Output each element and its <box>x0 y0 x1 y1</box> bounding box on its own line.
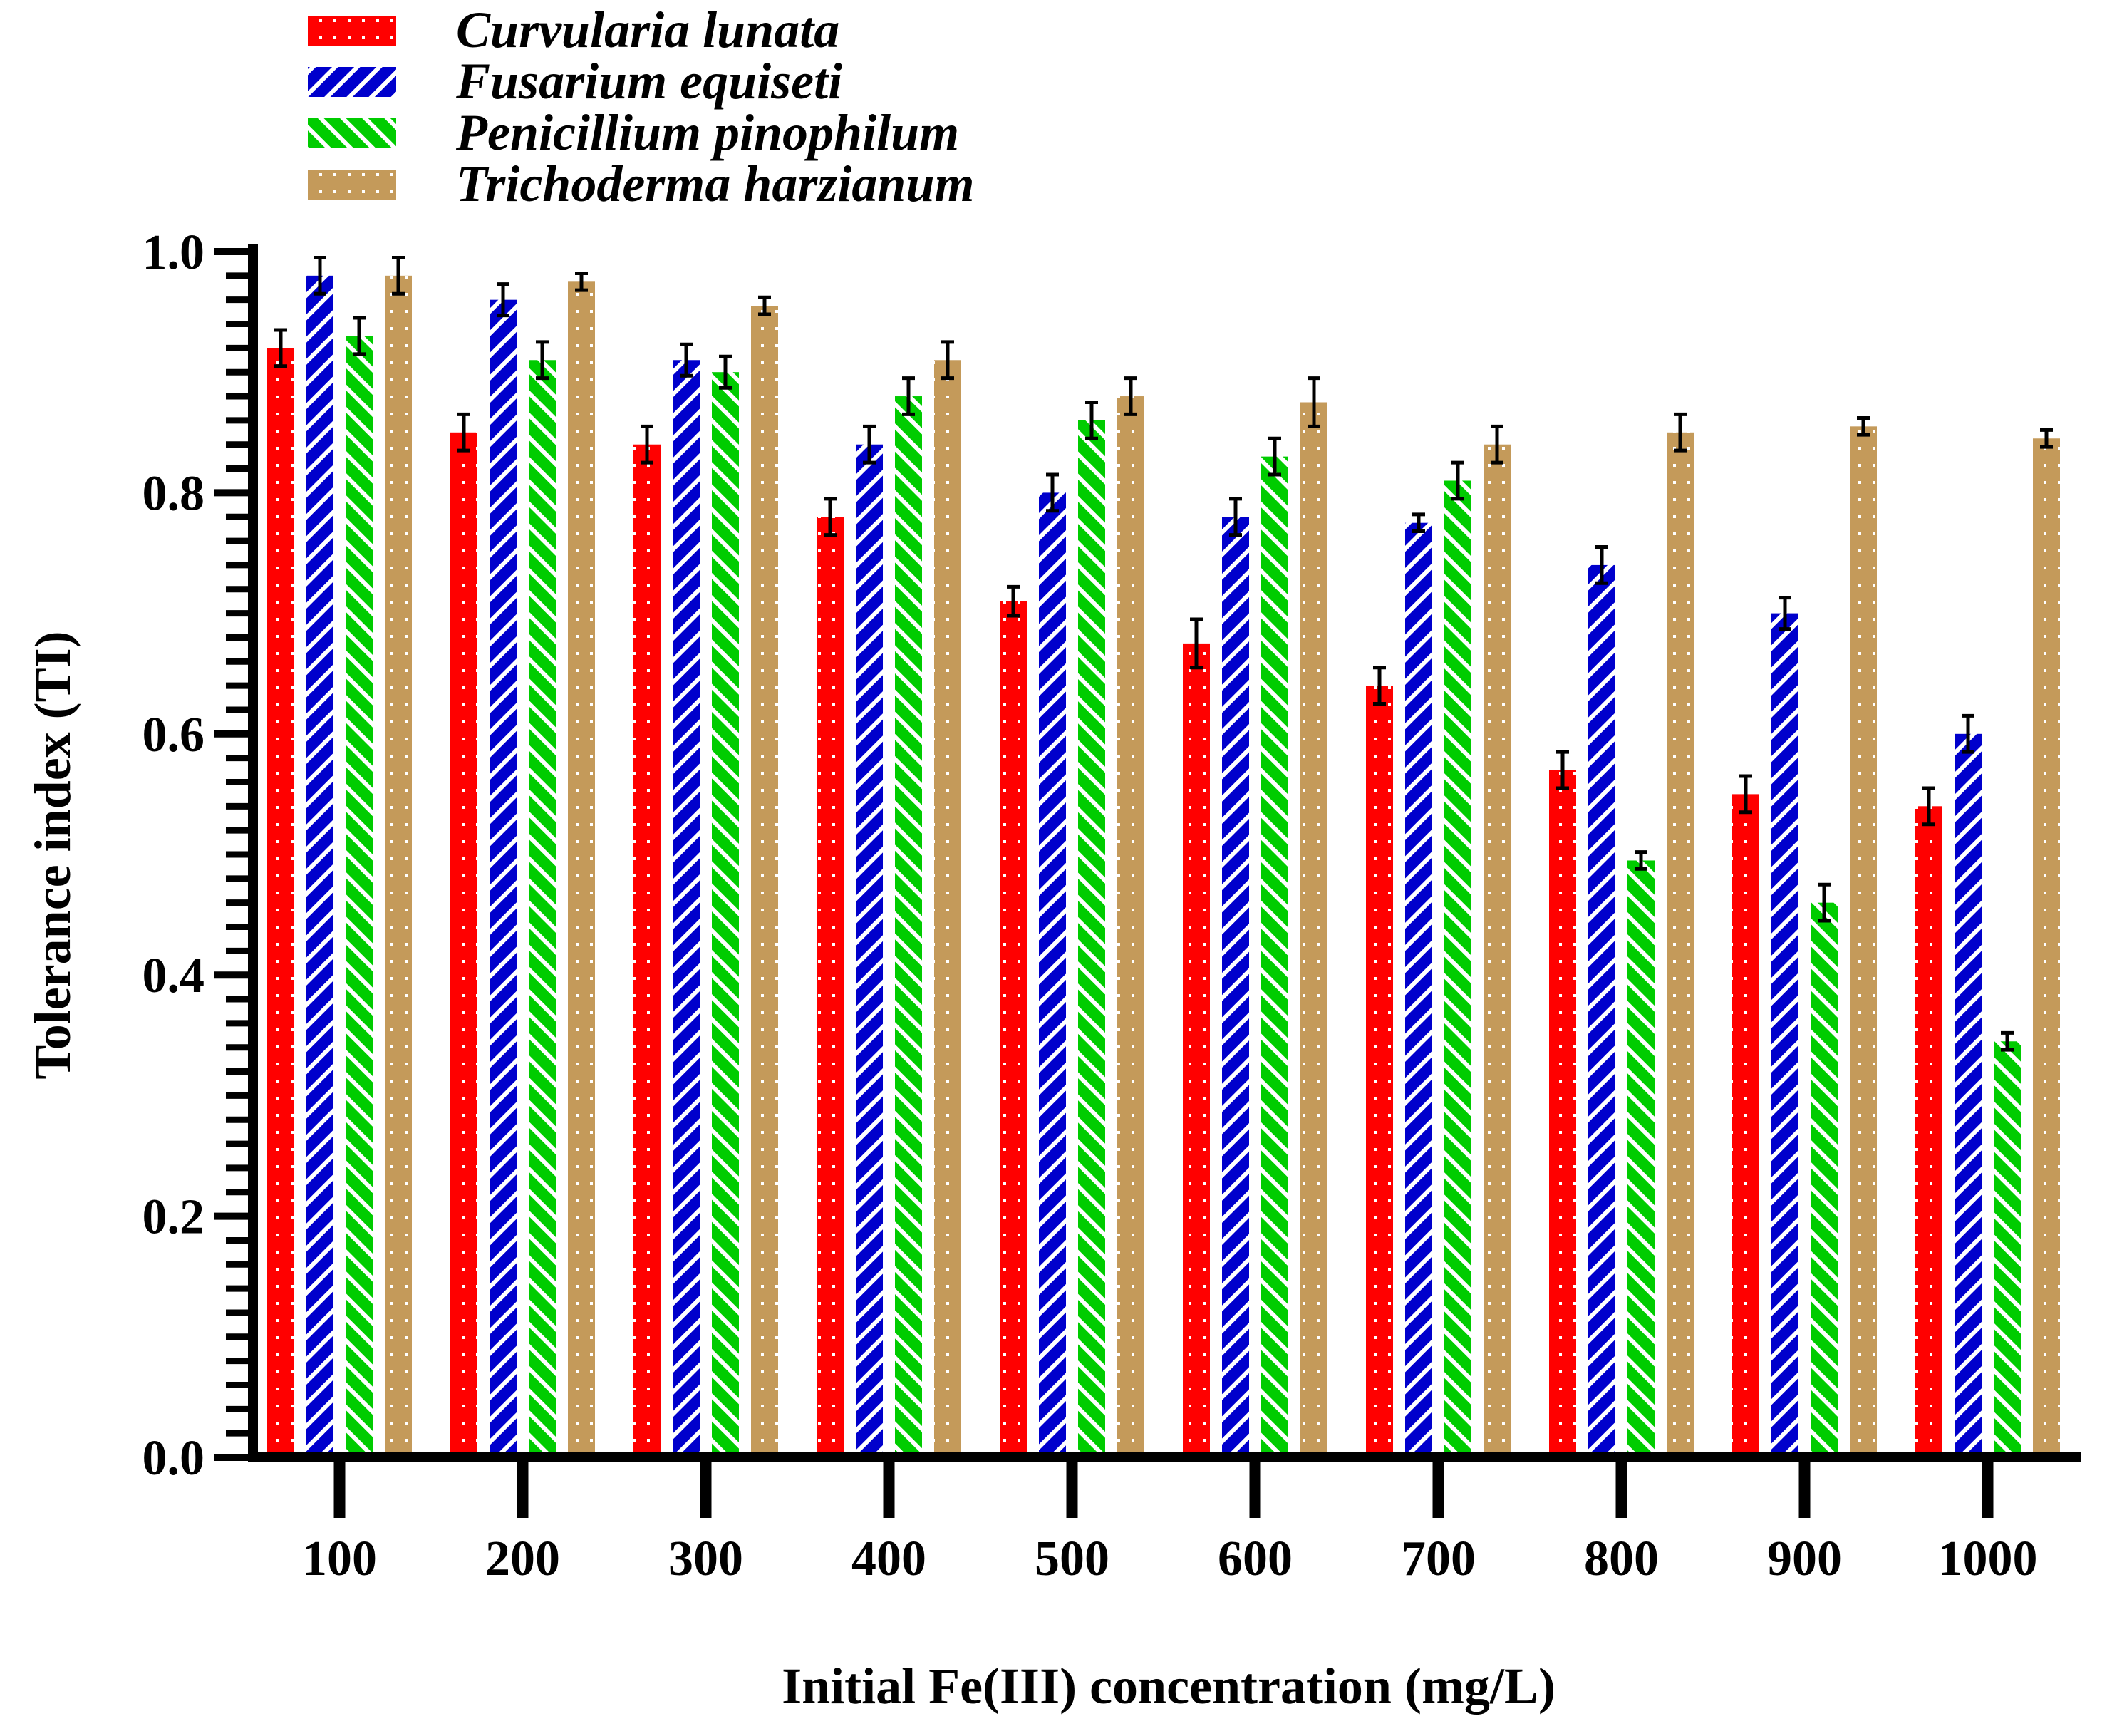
axes: 0.0 0.2 0.4 0.6 0.8 1.0 100 200 300 400 500 600 700 8… <box>143 225 2081 1586</box>
bar-penicillium-pinophilum-800 <box>1627 860 1655 1457</box>
bar-curvularia-lunata-1000 <box>1915 806 1942 1457</box>
bar-penicillium-pinophilum-900 <box>1811 902 1838 1457</box>
legend-label-fusarium-equiseti: Fusarium equiseti <box>455 53 842 110</box>
bar-penicillium-pinophilum-400 <box>895 396 922 1457</box>
x-tick-label: 500 <box>1035 1531 1109 1586</box>
bars <box>267 275 2060 1458</box>
y-tick-label: 0.4 <box>143 949 205 1003</box>
bar-curvularia-lunata-300 <box>633 444 661 1457</box>
bar-penicillium-pinophilum-200 <box>529 360 556 1457</box>
bar-curvularia-lunata-500 <box>1000 601 1027 1458</box>
x-tick-label: 600 <box>1218 1531 1293 1586</box>
legend-label-penicillium-pinophilum: Penicillium pinophilum <box>455 104 959 161</box>
bar-trichoderma-harzianum-200 <box>568 281 595 1457</box>
bar-fusarium-equiseti-700 <box>1405 522 1432 1458</box>
legend-label-trichoderma-harzianum: Trichoderma harzianum <box>456 155 975 212</box>
bar-trichoderma-harzianum-1000 <box>2033 438 2060 1457</box>
bar-trichoderma-harzianum-500 <box>1117 396 1144 1457</box>
bar-trichoderma-harzianum-700 <box>1484 444 1511 1457</box>
y-tick-label: 0.2 <box>143 1190 205 1245</box>
bar-fusarium-equiseti-800 <box>1588 564 1615 1458</box>
bar-trichoderma-harzianum-900 <box>1850 426 1877 1457</box>
y-tick-label: 0.0 <box>143 1431 205 1486</box>
bar-fusarium-equiseti-200 <box>490 299 517 1458</box>
bar-curvularia-lunata-700 <box>1366 686 1393 1457</box>
bar-penicillium-pinophilum-1000 <box>1994 1041 2021 1457</box>
legend-swatch-penicillium-pinophilum <box>308 118 396 148</box>
bar-trichoderma-harzianum-400 <box>934 360 961 1457</box>
bar-curvularia-lunata-400 <box>817 517 844 1457</box>
bar-trichoderma-harzianum-800 <box>1667 432 1694 1457</box>
bar-fusarium-equiseti-100 <box>306 275 333 1458</box>
bar-curvularia-lunata-600 <box>1183 643 1210 1457</box>
legend-swatch-fusarium-equiseti <box>308 67 396 97</box>
error-bars <box>274 255 2053 1052</box>
bar-penicillium-pinophilum-600 <box>1261 456 1288 1457</box>
legend-swatch-trichoderma-harzianum <box>308 170 396 200</box>
bar-curvularia-lunata-800 <box>1549 770 1576 1457</box>
bar-penicillium-pinophilum-100 <box>346 336 373 1458</box>
legend-swatch-curvularia-lunata <box>308 16 396 46</box>
x-tick-label: 100 <box>302 1531 377 1586</box>
legend-label-curvularia-lunata: Curvularia lunata <box>456 1 839 58</box>
bar-trichoderma-harzianum-100 <box>385 275 412 1458</box>
bar-curvularia-lunata-100 <box>267 348 294 1457</box>
bar-curvularia-lunata-900 <box>1732 794 1759 1457</box>
bar-fusarium-equiseti-600 <box>1222 517 1249 1457</box>
x-tick-label: 900 <box>1767 1531 1842 1586</box>
y-axis-title: Tolerance index (TI) <box>24 631 81 1079</box>
y-tick-label: 0.8 <box>143 466 205 521</box>
bar-trichoderma-harzianum-300 <box>751 306 778 1457</box>
bar-fusarium-equiseti-400 <box>856 444 883 1457</box>
x-tick-label: 400 <box>851 1531 926 1586</box>
bar-fusarium-equiseti-1000 <box>1955 733 1982 1457</box>
bar-penicillium-pinophilum-700 <box>1444 480 1471 1457</box>
x-axis-title: Initial Fe(III) concentration (mg/L) <box>782 1658 1555 1715</box>
x-tick-label: 1000 <box>1938 1531 2038 1586</box>
bar-penicillium-pinophilum-300 <box>712 372 739 1458</box>
x-tick-label: 200 <box>485 1531 560 1586</box>
x-tick-label: 700 <box>1401 1531 1476 1586</box>
bar-penicillium-pinophilum-500 <box>1078 420 1105 1457</box>
bar-fusarium-equiseti-900 <box>1771 613 1798 1457</box>
x-tick-label: 300 <box>668 1531 743 1586</box>
bar-fusarium-equiseti-500 <box>1039 492 1066 1457</box>
y-tick-label: 0.6 <box>143 708 205 763</box>
bar-fusarium-equiseti-300 <box>673 360 700 1457</box>
x-tick-label: 800 <box>1584 1531 1659 1586</box>
bar-curvularia-lunata-200 <box>450 432 477 1457</box>
y-tick-label: 1.0 <box>143 225 205 280</box>
bar-trichoderma-harzianum-600 <box>1300 402 1327 1457</box>
